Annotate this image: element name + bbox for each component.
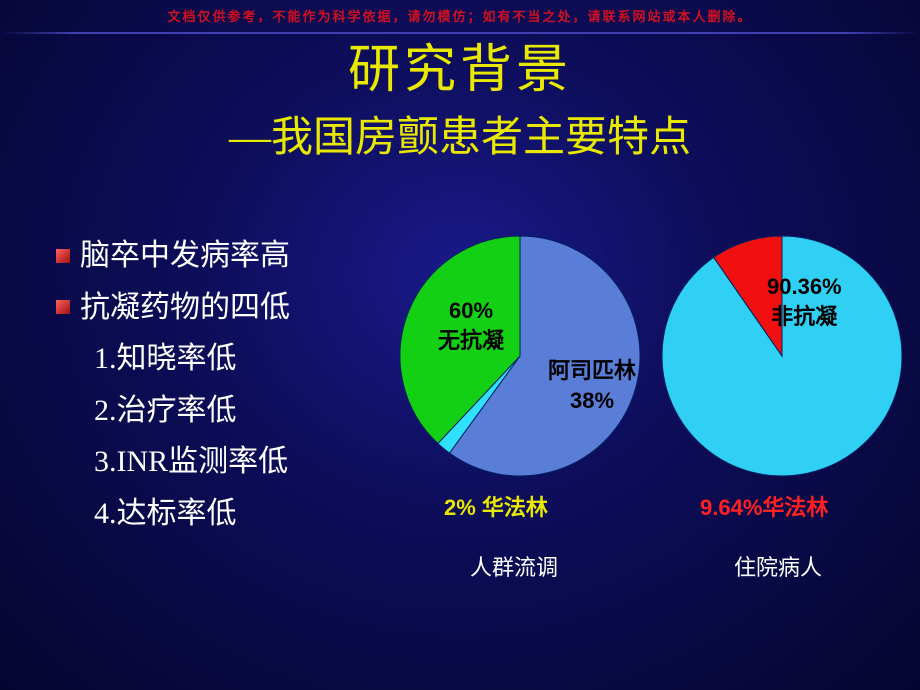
pie1-caption: 人群流调 <box>470 550 558 582</box>
title-block: 研究背景 —我国房颤患者主要特点 <box>0 42 920 164</box>
sub-item-1: 1.知晓率低 <box>56 333 290 385</box>
header-divider <box>0 32 920 34</box>
pie-slice-label: 60% 无抗凝 <box>438 296 504 355</box>
bullet-marker-icon <box>56 249 70 263</box>
bullet-list: 脑卒中发病率高 抗凝药物的四低 1.知晓率低 2.治疗率低 3.INR监测率低 … <box>56 230 290 540</box>
pie-slice-label: 阿司匹林 38% <box>548 356 636 415</box>
bullet-text: 抗凝药物的四低 <box>80 282 290 334</box>
pie1-below-label: 2% 华法林 <box>444 490 548 522</box>
title-sub: —我国房颤患者主要特点 <box>0 103 920 164</box>
sub-item-3: 3.INR监测率低 <box>56 436 290 488</box>
sub-item-4: 4.达标率低 <box>56 488 290 540</box>
bullet-marker-icon <box>56 300 70 314</box>
title-main: 研究背景 <box>0 42 920 99</box>
pie-slice-label: 90.36% 非抗凝 <box>767 272 842 331</box>
pie-chart-population: 60% 无抗凝阿司匹林 38% <box>400 226 640 486</box>
pie2-caption: 住院病人 <box>734 550 822 582</box>
pie-chart-inpatient: 90.36% 非抗凝 <box>662 226 902 486</box>
bullet-item-2: 抗凝药物的四低 <box>56 282 290 334</box>
sub-item-2: 2.治疗率低 <box>56 385 290 437</box>
bullet-text: 脑卒中发病率高 <box>80 230 290 282</box>
chart-area: 60% 无抗凝阿司匹林 38% 90.36% 非抗凝 2% 华法林 9.64%华… <box>400 226 920 686</box>
bullet-item-1: 脑卒中发病率高 <box>56 230 290 282</box>
pie2-below-label: 9.64%华法林 <box>700 490 828 522</box>
disclaimer-text: 文档仅供参考，不能作为科学依据，请勿模仿；如有不当之处，请联系网站或本人删除。 <box>0 6 920 25</box>
